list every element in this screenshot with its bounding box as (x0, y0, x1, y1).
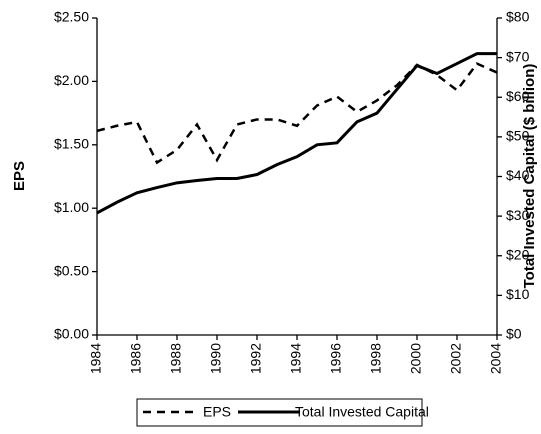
y2-axis-title: Total Invested Capital ($ billion) (521, 64, 538, 289)
y-tick-label: $2.00 (54, 72, 89, 88)
series-line (96, 62, 498, 165)
x-tick-label: 2004 (488, 343, 504, 374)
series-line (96, 52, 497, 215)
y-tick-label: $0.00 (54, 326, 89, 342)
x-tick-label: 1992 (248, 343, 264, 374)
x-tick-label: 1996 (328, 343, 344, 374)
x-tick-label: 1994 (288, 343, 304, 374)
y-axis-title: EPS (11, 161, 28, 191)
x-tick-label: 2002 (448, 343, 464, 374)
y2-tick-label: $70 (506, 48, 530, 64)
x-tick-label: 1984 (88, 343, 104, 374)
y2-tick-label: $40 (506, 167, 530, 183)
y-tick-label: $1.50 (54, 136, 89, 152)
x-tick-label: 1998 (368, 343, 384, 374)
y2-tick-label: $20 (506, 246, 530, 262)
x-tick-label: 1986 (128, 343, 144, 374)
legend-box (136, 398, 423, 427)
y2-tick-label: $50 (506, 128, 530, 144)
y2-tick-label: $30 (506, 207, 530, 223)
y2-tick-label: $0 (506, 326, 522, 342)
y-tick-label: $2.50 (54, 9, 89, 25)
legend-label: EPS (203, 404, 231, 420)
y-tick-label: $1.00 (54, 199, 89, 215)
y2-tick-label: $80 (506, 9, 530, 25)
x-tick-label: 2000 (408, 343, 424, 374)
legend-label: Total Invested Capital (295, 404, 429, 420)
x-tick-label: 1990 (208, 343, 224, 374)
y-tick-label: $0.50 (54, 262, 89, 278)
y2-tick-label: $10 (506, 286, 530, 302)
x-tick-label: 1988 (168, 343, 184, 374)
y2-tick-label: $60 (506, 88, 530, 104)
